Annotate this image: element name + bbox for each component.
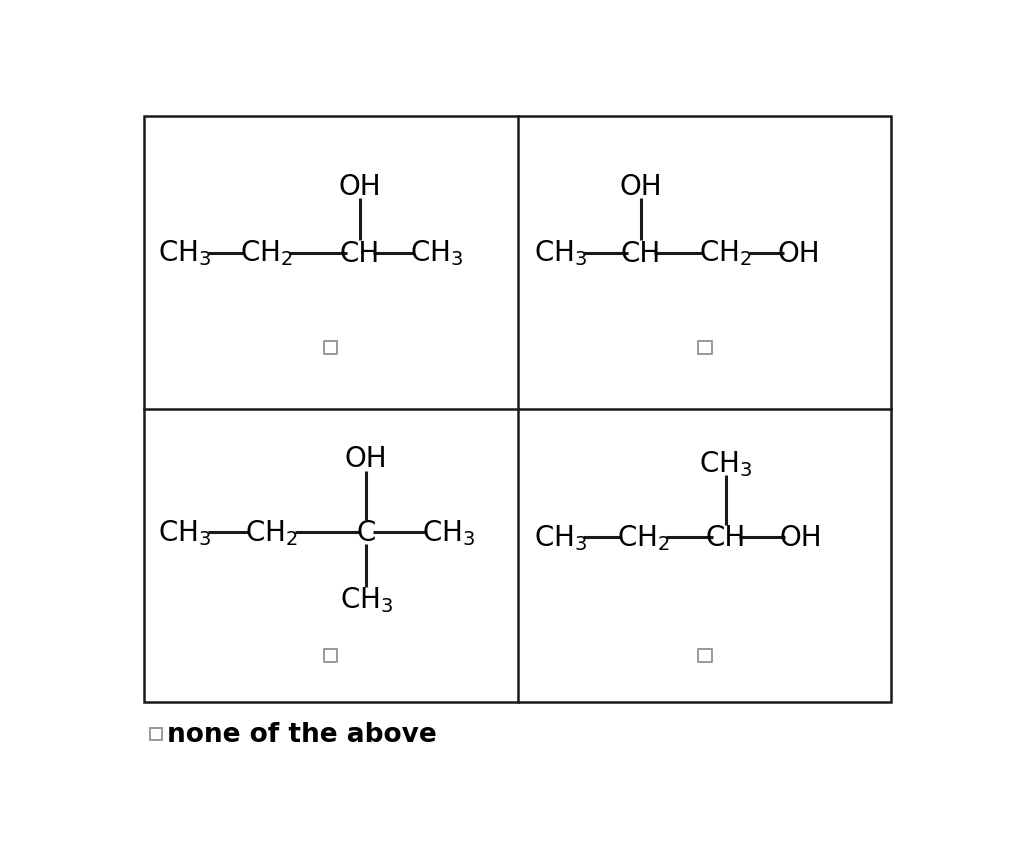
Bar: [324, 341, 337, 355]
Text: C: C: [356, 518, 375, 547]
Text: CH$_2$: CH$_2$: [245, 517, 297, 548]
Text: CH$_3$: CH$_3$: [339, 585, 392, 614]
Text: CH$_2$: CH$_2$: [240, 238, 292, 268]
Text: none of the above: none of the above: [167, 721, 436, 747]
Text: CH$_3$: CH$_3$: [699, 449, 752, 478]
Text: CH$_3$: CH$_3$: [533, 523, 586, 553]
Bar: [698, 341, 711, 355]
Text: CH: CH: [340, 239, 380, 267]
Bar: [324, 649, 337, 662]
Text: CH$_3$: CH$_3$: [409, 238, 463, 268]
Text: CH$_3$: CH$_3$: [422, 517, 475, 548]
Text: CH$_3$: CH$_3$: [158, 238, 211, 268]
Text: CH$_3$: CH$_3$: [533, 238, 586, 268]
Bar: [698, 649, 711, 662]
Text: CH$_2$: CH$_2$: [699, 238, 751, 268]
Text: CH$_3$: CH$_3$: [158, 517, 211, 548]
Bar: [145, 117, 891, 702]
Text: OH: OH: [778, 523, 821, 552]
Text: OH: OH: [339, 172, 381, 201]
Text: OH: OH: [776, 239, 820, 267]
Text: CH: CH: [705, 523, 745, 552]
Bar: [150, 728, 162, 740]
Text: CH: CH: [621, 239, 660, 267]
Text: CH$_2$: CH$_2$: [617, 523, 669, 553]
Text: OH: OH: [345, 444, 387, 473]
Text: OH: OH: [619, 172, 662, 201]
